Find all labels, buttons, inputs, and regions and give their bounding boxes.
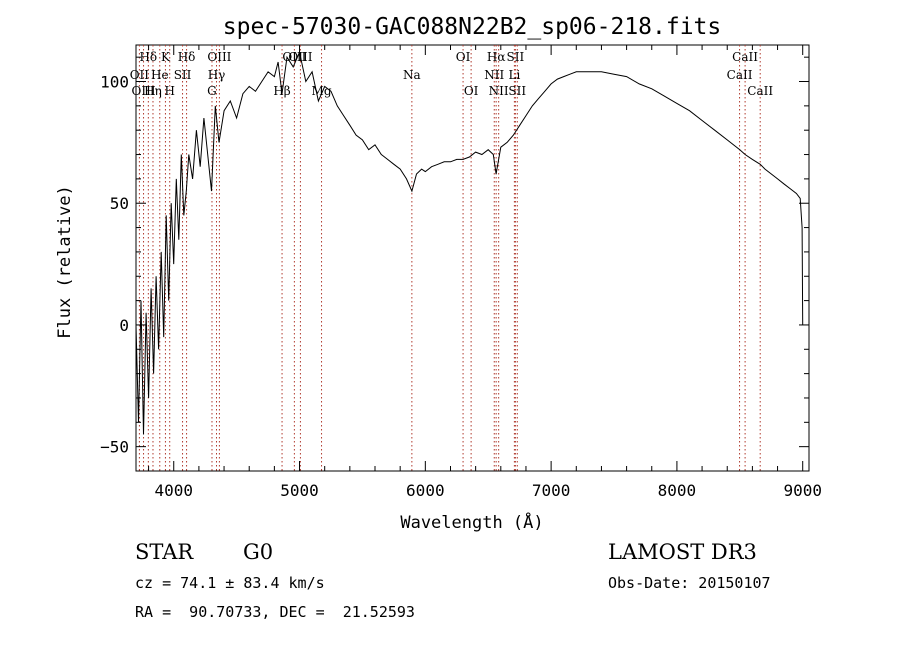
y-tick-label-2: 50 (110, 194, 129, 213)
y-tick-label-1: 0 (119, 316, 129, 335)
observation-date: Obs-Date: 20150107 (608, 574, 771, 592)
chart-title: spec-57030-GAC088N22B2_sp06-218.fits (223, 14, 722, 40)
x-tick-label-5: 9000 (783, 481, 822, 500)
plot-frame (135, 44, 810, 472)
line-label-22: SII (507, 50, 525, 64)
line-label-2: OIII (132, 84, 156, 98)
x-tick-label-4: 8000 (658, 481, 697, 500)
line-label-18: OI (464, 84, 479, 98)
line-label-23: Li (508, 68, 520, 82)
line-label-26: CaII (727, 68, 753, 82)
line-label-7: H (164, 84, 174, 98)
line-label-8: Hδ (178, 50, 196, 64)
line-label-27: CaII (747, 84, 773, 98)
line-label-4: Hη (144, 84, 162, 98)
line-label-13: OIII (282, 50, 306, 64)
line-label-6: SII (174, 68, 192, 82)
line-label-19: Hα (487, 50, 506, 64)
y-tick-label-3: 100 (100, 73, 129, 92)
y-tick-label-0: −50 (100, 438, 129, 457)
x-tick-label-3: 7000 (532, 481, 571, 500)
line-label-17: OI (456, 50, 471, 64)
object-class: STAR (135, 540, 194, 564)
y-axis-label: Flux (relative) (55, 185, 75, 339)
line-label-21: NII (489, 84, 509, 98)
line-label-25: CaII (732, 50, 758, 64)
object-subclass: G0 (243, 540, 274, 564)
x-tick-label-1: 5000 (280, 481, 319, 500)
line-label-0: Hδ (139, 50, 157, 64)
redshift-velocity: cz = 74.1 ± 83.4 km/s (135, 574, 325, 592)
line-label-11: G (207, 84, 217, 98)
line-label-9: OIII (207, 50, 231, 64)
y-axis: −50 0 50 100 (100, 56, 809, 472)
line-label-10: Hγ (208, 68, 226, 82)
line-label-20: NII (484, 68, 504, 82)
survey-name: LAMOST DR3 (608, 540, 757, 564)
line-label-5: K (161, 50, 171, 64)
line-label-1: OII (130, 68, 150, 82)
x-axis: 4000 5000 6000 7000 8000 9000 (148, 45, 822, 500)
line-label-24: SII (508, 84, 526, 98)
line-label-16: Na (403, 68, 421, 82)
x-tick-label-0: 4000 (154, 481, 193, 500)
flux-series-line (135, 50, 804, 435)
x-tick-label-2: 6000 (406, 481, 445, 500)
x-axis-label: Wavelength (Å) (400, 511, 543, 533)
coordinates: RA = 90.70733, DEC = 21.52593 (135, 603, 415, 621)
line-label-3: He (151, 68, 169, 82)
line-label-15: Mg (312, 84, 332, 98)
spectral-line-markers (138, 45, 761, 471)
